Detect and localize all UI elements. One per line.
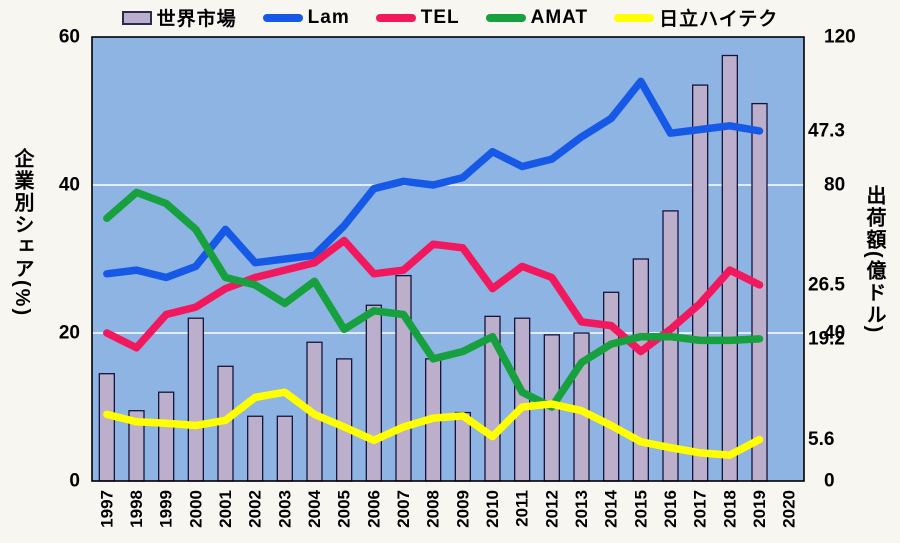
- world-market-bar: [98, 373, 115, 482]
- world-market-bar: [276, 415, 293, 482]
- x-tick-label: 2012: [542, 490, 561, 528]
- x-tick-label: 2015: [631, 490, 650, 528]
- x-tick-label: 2014: [602, 489, 621, 527]
- world-market-bar: [365, 304, 382, 482]
- x-tick-label: 2017: [691, 490, 710, 528]
- amat-line: [103, 188, 764, 411]
- x-tick-label: 2010: [483, 490, 502, 528]
- hitachi-line: [103, 388, 764, 459]
- x-tick-label: 2018: [720, 490, 739, 528]
- amat-end-label: 19.2: [808, 328, 845, 349]
- x-tick-label: 2011: [513, 490, 532, 527]
- hitachi-line-swatch: [614, 13, 655, 22]
- y-right-tick-label: 120: [824, 27, 856, 48]
- x-tick-label: 1997: [97, 490, 116, 528]
- legend-item-tel[interactable]: TEL: [375, 6, 460, 29]
- x-tick-label: 2006: [364, 490, 383, 528]
- tel-line-swatch: [375, 13, 416, 22]
- world-market-bar: [247, 415, 264, 482]
- x-tick-label: 2005: [335, 490, 354, 528]
- x-tick-label: 2019: [750, 490, 769, 528]
- x-tick-label: 2002: [246, 490, 265, 528]
- world-market-bar: [187, 317, 204, 482]
- lam-line-swatch: [262, 13, 303, 22]
- y-right-tick-label: 40: [824, 323, 845, 344]
- y-left-tick-label: 40: [59, 175, 80, 196]
- y-left-tick-label: 20: [59, 323, 80, 344]
- world-market-bar: [514, 317, 531, 482]
- y-left-tick-label: 60: [59, 27, 80, 48]
- hitachi-end-label: 5.6: [808, 429, 834, 450]
- x-tick-label: 2013: [572, 490, 591, 528]
- x-tick-label: 2007: [394, 490, 413, 528]
- legend-label: AMAT: [530, 6, 589, 28]
- world-market-bar: [395, 274, 412, 482]
- x-tick-label: 2009: [453, 490, 472, 528]
- legend-label: 日立ハイテク: [659, 9, 779, 30]
- y-right-tick-label: 0: [824, 471, 835, 492]
- tel-end-label: 26.5: [808, 274, 845, 295]
- legend-label: Lam: [307, 6, 350, 28]
- x-tick-label: 2001: [216, 490, 235, 528]
- legend-label: TEL: [420, 6, 460, 28]
- right-axis-title: 出荷額(億ドル): [863, 185, 885, 335]
- world-market-bar: [632, 258, 649, 482]
- x-tick-label: 1999: [157, 490, 176, 528]
- x-tick-label: 2000: [186, 490, 205, 528]
- x-tick-label: 2020: [780, 490, 799, 528]
- y-right-tick-label: 80: [824, 175, 845, 196]
- legend-item-lam[interactable]: Lam: [262, 6, 350, 29]
- legend-item-amat[interactable]: AMAT: [485, 6, 589, 29]
- legend-label: 世界市場: [156, 9, 237, 30]
- x-tick-label: 2003: [275, 490, 294, 528]
- x-tick-label: 2016: [661, 490, 680, 528]
- world-market-bar: [692, 84, 709, 482]
- world-bar-swatch: [121, 10, 152, 25]
- tel-line: [103, 236, 764, 356]
- world-market-bar: [662, 210, 679, 482]
- legend-item-hitachi[interactable]: 日立ハイテク: [614, 4, 778, 31]
- legend-item-world[interactable]: 世界市場: [121, 4, 237, 31]
- world-market-bar: [751, 102, 768, 482]
- legend: 世界市場 Lam TEL AMAT 日立ハイテク: [0, 4, 900, 31]
- world-market-bar: [158, 391, 175, 482]
- lam-line: [103, 77, 764, 282]
- amat-line-swatch: [485, 13, 526, 22]
- lam-end-label: 47.3: [808, 120, 845, 141]
- x-tick-label: 2008: [424, 490, 443, 528]
- world-market-bar: [603, 291, 620, 482]
- plot-border: [91, 36, 805, 482]
- left-axis-title: 企業別シェア(%): [11, 148, 33, 318]
- y-left-tick-label: 0: [69, 471, 80, 492]
- x-tick-label: 1998: [127, 490, 146, 528]
- x-tick-label: 2004: [305, 489, 324, 527]
- world-market-bar: [336, 358, 353, 482]
